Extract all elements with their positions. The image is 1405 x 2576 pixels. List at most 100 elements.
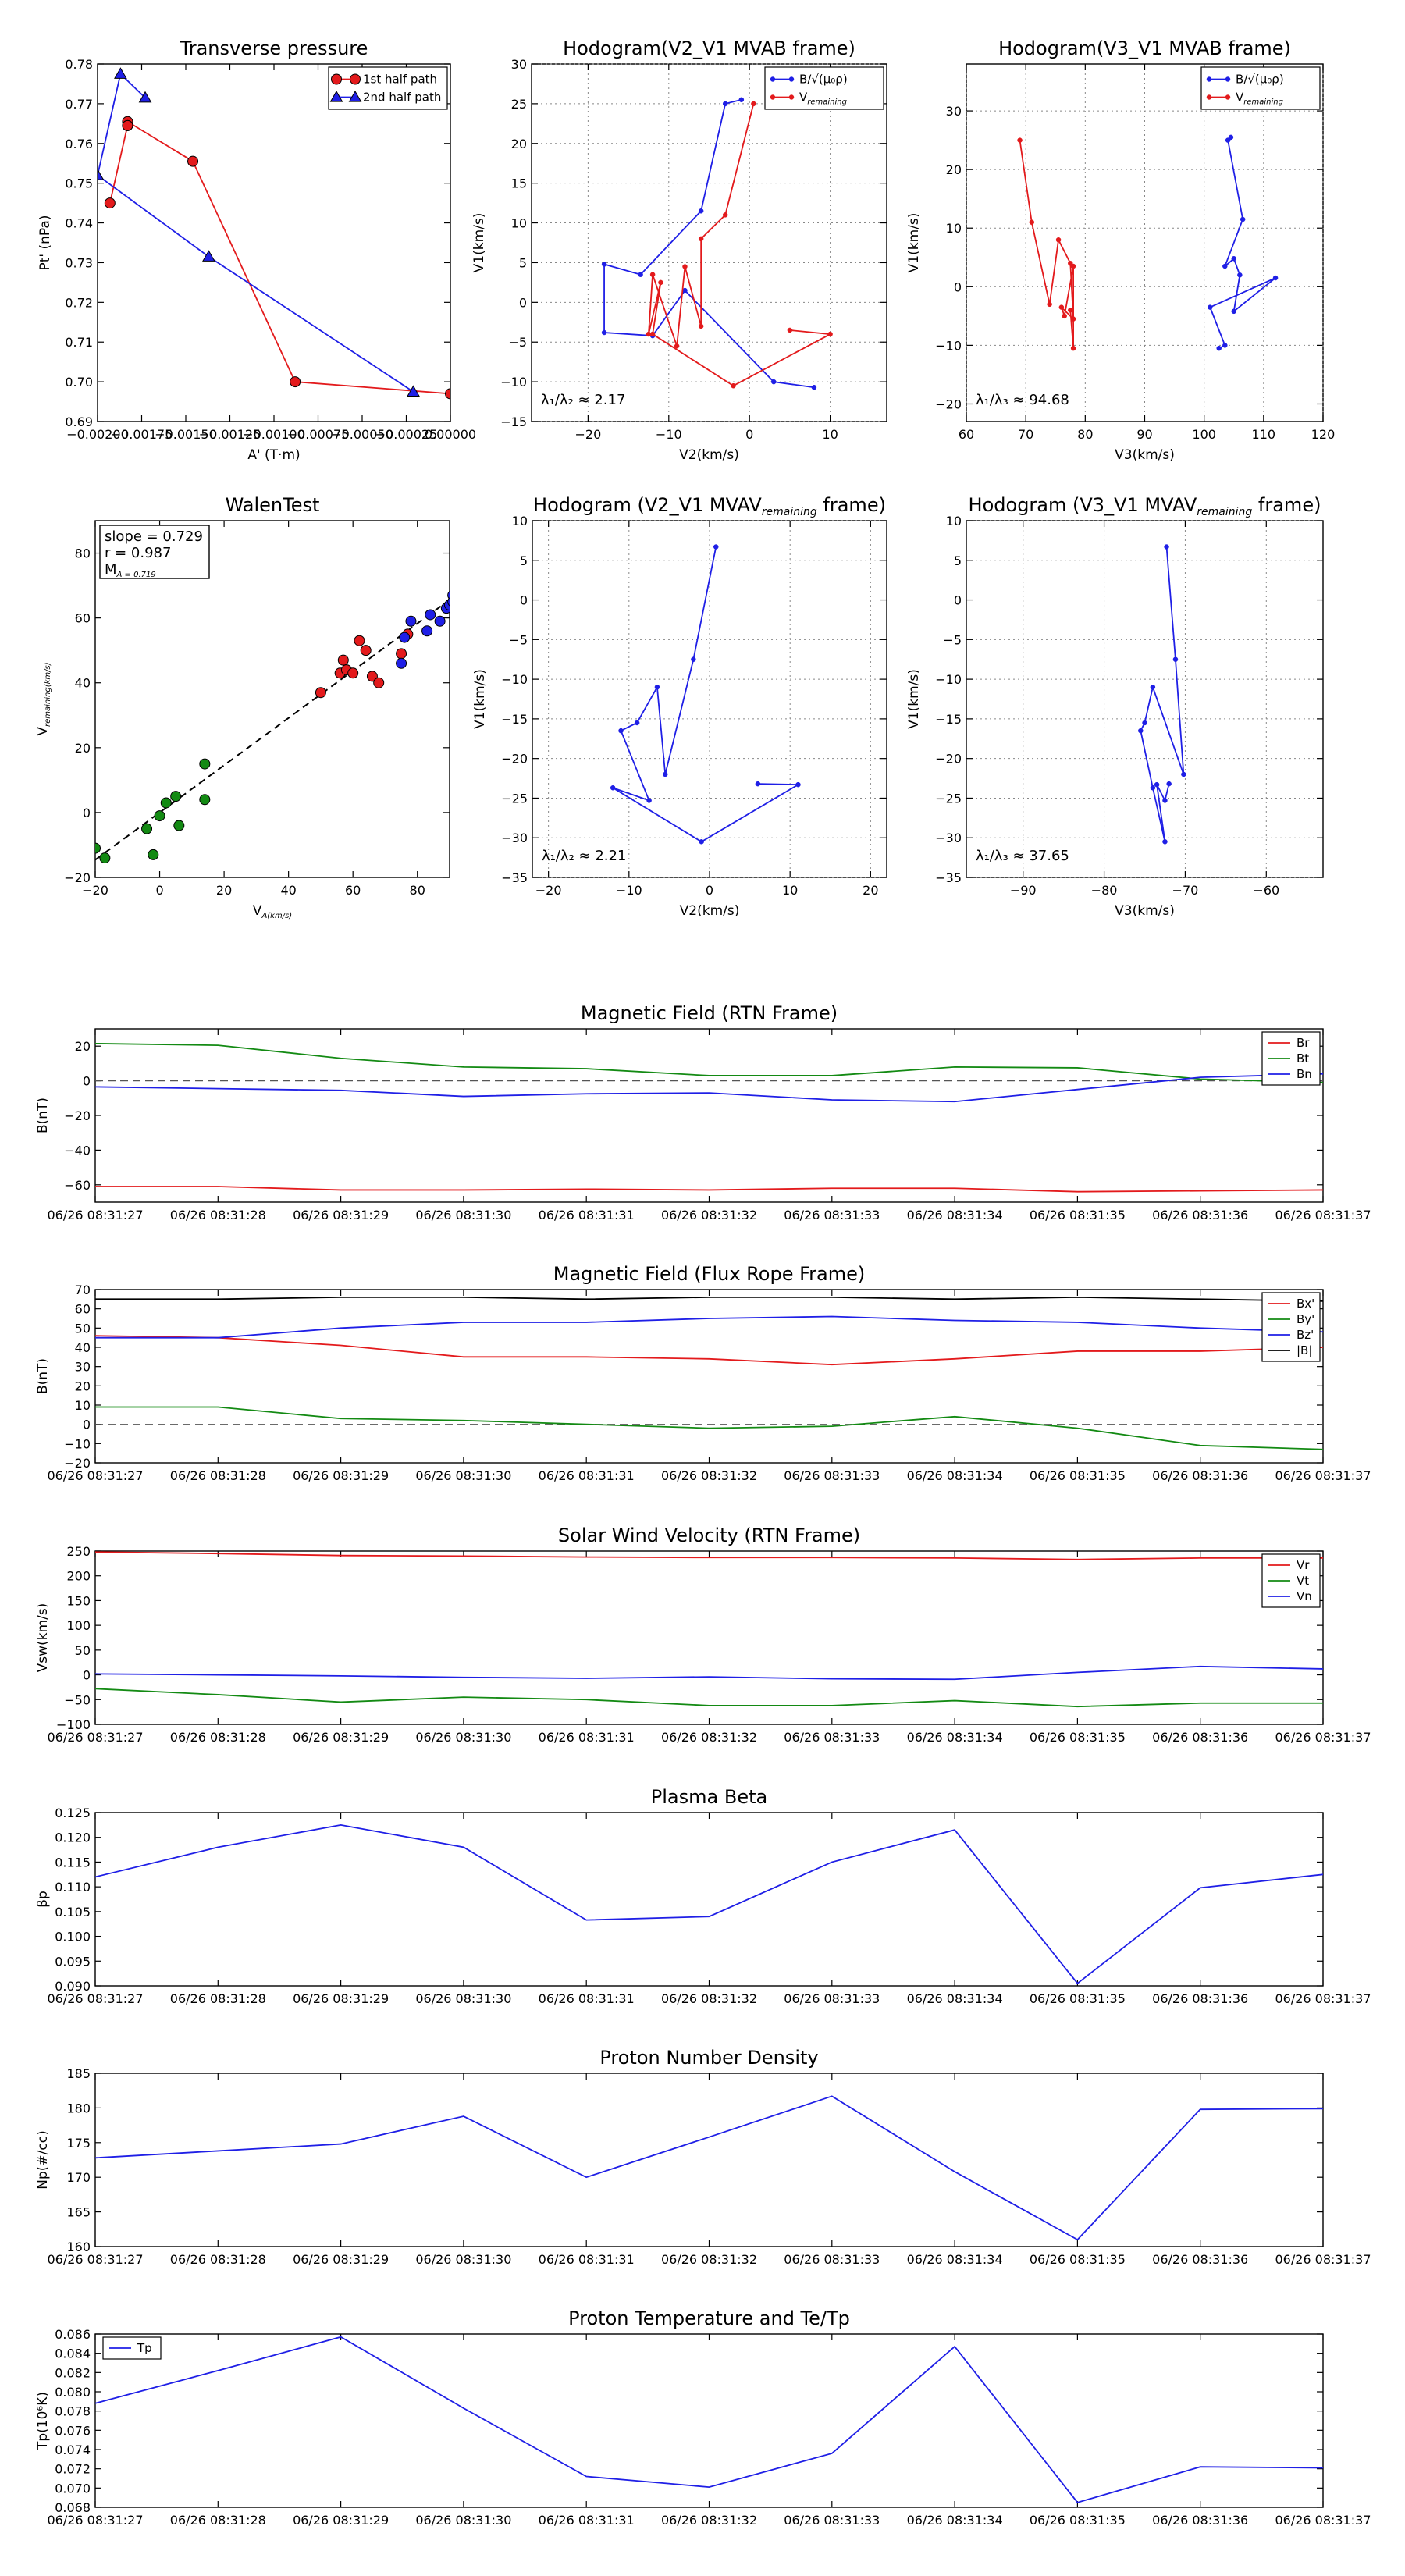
stats-box <box>99 525 210 579</box>
x-tick-label: 06/26 08:31:27 <box>47 1208 143 1222</box>
x-tick-label: −20 <box>82 883 108 898</box>
data-point <box>1162 839 1168 845</box>
chart-tp: Proton Temperature and Te/Tp 0.068 0.070 0.… <box>35 2307 1371 2528</box>
x-tick-label: 06/26 08:31:28 <box>170 2513 266 2528</box>
x-tick-label: 06/26 08:31:29 <box>293 1468 389 1483</box>
chart-walen: WalenTest −20 0 20 40 60 80 −20 0 20 40 60 80 VA(km/s… <box>35 494 450 920</box>
plot-area <box>98 67 450 400</box>
legend-label: Bn <box>1297 1067 1312 1081</box>
plot-area <box>95 1296 1323 1450</box>
series-line-B <box>95 1296 1323 1302</box>
data-point <box>122 119 133 131</box>
x-tick-label: 110 <box>1252 427 1276 442</box>
x-tick-label: −0.00175 <box>111 427 173 442</box>
data-point <box>1222 263 1228 269</box>
data-point <box>360 645 372 656</box>
data-point <box>366 671 378 682</box>
data-point <box>1231 256 1236 262</box>
data-point <box>290 376 301 388</box>
y-axis-label: Vremaining(km/s) <box>35 662 52 735</box>
series-line-Vr <box>95 1551 1323 1560</box>
x-tick-label: 06/26 08:31:37 <box>1275 1468 1371 1483</box>
data-point <box>337 654 349 666</box>
data-point <box>610 785 616 791</box>
x-tick-label: 0 <box>745 427 753 442</box>
x-tick-label: 06/26 08:31:37 <box>1275 1208 1371 1222</box>
x-tick-label: 06/26 08:31:31 <box>539 2252 635 2267</box>
data-point <box>601 262 607 267</box>
y-tick-label: 0.75 <box>65 176 93 191</box>
data-point <box>751 101 756 107</box>
y-tick-label: −100 <box>56 1717 91 1732</box>
y-tick-label: −40 <box>64 1143 91 1158</box>
legend-marker <box>329 90 343 102</box>
x-tick-label: 06/26 08:31:31 <box>539 2513 635 2528</box>
legend-marker <box>1225 76 1231 82</box>
data-point <box>698 323 704 329</box>
x-tick-label: −0.00075 <box>287 427 350 442</box>
data-point <box>422 625 433 637</box>
y-tick-label: 0.090 <box>55 1979 91 1994</box>
y-tick-label: 50 <box>75 1643 91 1658</box>
data-point <box>1240 216 1246 222</box>
x-tick-label: 70 <box>1018 427 1033 442</box>
x-tick-label: 06/26 08:31:35 <box>1030 2252 1126 2267</box>
legend-box <box>328 66 448 110</box>
y-tick-label: 0.105 <box>55 1905 91 1920</box>
y-tick-label: −35 <box>935 870 962 885</box>
x-tick-label: 06/26 08:31:34 <box>907 1730 1003 1745</box>
x-tick-label: 06/26 08:31:27 <box>47 1730 143 1745</box>
y-axis-label: V1(km/s) <box>471 213 487 273</box>
series-line-beta <box>95 1823 1323 1985</box>
data-point <box>618 728 624 734</box>
data-point <box>713 544 719 550</box>
data-point <box>722 101 728 107</box>
data-point <box>827 331 833 337</box>
data-point <box>99 852 111 864</box>
x-tick-label: 06/26 08:31:32 <box>661 1468 757 1483</box>
x-tick-label: 06/26 08:31:30 <box>415 1991 511 2006</box>
data-point <box>173 820 185 831</box>
x-axis-label: VA(km/s) <box>253 903 292 920</box>
legend-label: Vremaining <box>799 91 847 107</box>
x-tick-label: 06/26 08:31:34 <box>907 1991 1003 2006</box>
chart-title: Proton Number Density <box>599 2047 818 2069</box>
x-tick-label: −0.00125 <box>199 427 261 442</box>
legend-label: Bx' <box>1297 1297 1314 1311</box>
y-tick-label: 0 <box>83 1074 91 1089</box>
data-point <box>1181 771 1186 777</box>
y-tick-label: 60 <box>75 611 91 626</box>
data-point <box>1164 544 1169 550</box>
stats-ma: MA = 0.719 <box>105 561 156 579</box>
x-tick-label: 06/26 08:31:28 <box>170 2252 266 2267</box>
x-tick-label: 06/26 08:31:36 <box>1152 1991 1248 2006</box>
data-point <box>634 720 640 726</box>
stats-r: r = 0.987 <box>105 545 171 561</box>
x-tick-label: 06/26 08:31:34 <box>907 2252 1003 2267</box>
legend-label: Br <box>1297 1036 1310 1050</box>
data-point <box>699 839 704 845</box>
data-point <box>1216 345 1222 351</box>
data-point <box>199 794 211 806</box>
y-tick-label: 20 <box>946 162 962 177</box>
x-tick-label: 80 <box>410 883 425 898</box>
data-point <box>347 667 359 679</box>
data-point <box>1172 656 1179 662</box>
y-tick-label: −10 <box>935 338 962 353</box>
y-tick-label: 0.074 <box>55 2443 91 2457</box>
series-line-Bz <box>95 1315 1323 1339</box>
y-tick-label: 80 <box>75 546 91 561</box>
data-point <box>315 687 326 699</box>
y-axis-label: B(nT) <box>35 1358 51 1394</box>
x-tick-label: 06/26 08:31:30 <box>415 2252 511 2267</box>
data-point <box>646 798 652 803</box>
y-tick-label: 15 <box>511 176 527 191</box>
data-point <box>399 632 411 643</box>
x-tick-label: 06/26 08:31:27 <box>47 2513 143 2528</box>
data-point <box>407 385 420 397</box>
y-tick-label: −10 <box>500 375 527 390</box>
data-point <box>170 791 182 802</box>
series-line-Br <box>95 1186 1323 1193</box>
x-tick-label: 06/26 08:31:33 <box>784 1730 880 1745</box>
